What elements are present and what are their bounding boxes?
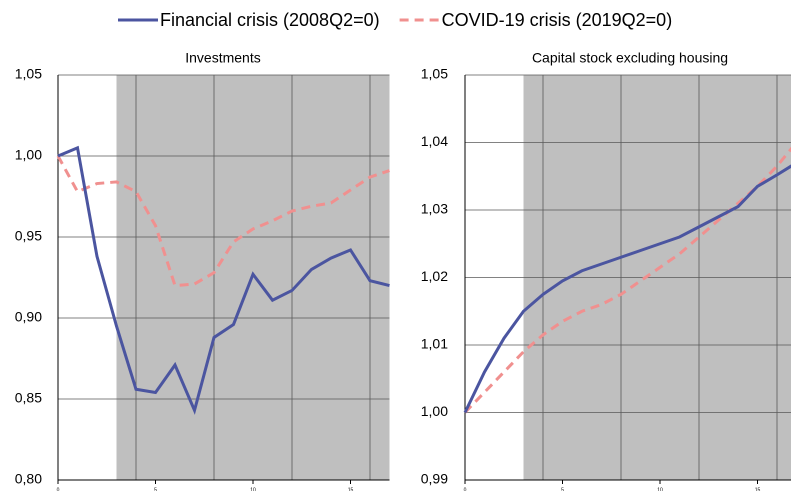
x-tick-label: 15 [755, 487, 761, 491]
y-tick-label: 1,00 [15, 147, 42, 163]
x-tick-label: 15 [348, 487, 354, 491]
x-tick-label: 0 [57, 487, 60, 491]
chart-title: Capital stock excluding housing [532, 50, 728, 66]
chart-title: Investments [185, 50, 260, 66]
y-tick-label: 1,05 [15, 66, 42, 82]
y-tick-label: 1,04 [421, 133, 448, 149]
y-tick-label: 1,05 [421, 66, 448, 82]
y-tick-label: 0,80 [15, 471, 42, 487]
y-tick-label: 0,99 [421, 471, 448, 487]
legend-label: Financial crisis (2008Q2=0) [160, 10, 380, 30]
y-tick-label: 0,95 [15, 228, 42, 244]
data-line [463, 164, 791, 414]
y-tick-label: 1,02 [421, 268, 448, 284]
y-tick-label: 1,03 [421, 201, 448, 217]
x-tick-label: 10 [657, 487, 663, 491]
x-tick-label: 5 [154, 487, 157, 491]
y-tick-label: 1,01 [421, 336, 448, 352]
data-line [56, 155, 390, 288]
legend-label: COVID-19 crisis (2019Q2=0) [442, 10, 673, 30]
y-tick-label: 0,85 [15, 390, 42, 406]
x-tick-label: 10 [250, 487, 256, 491]
y-tick-label: 0,90 [15, 309, 42, 325]
x-tick-label: 0 [464, 487, 467, 491]
y-tick-label: 1,00 [421, 403, 448, 419]
x-tick-label: 5 [561, 487, 564, 491]
data-line [57, 145, 390, 415]
data-line [463, 146, 791, 414]
